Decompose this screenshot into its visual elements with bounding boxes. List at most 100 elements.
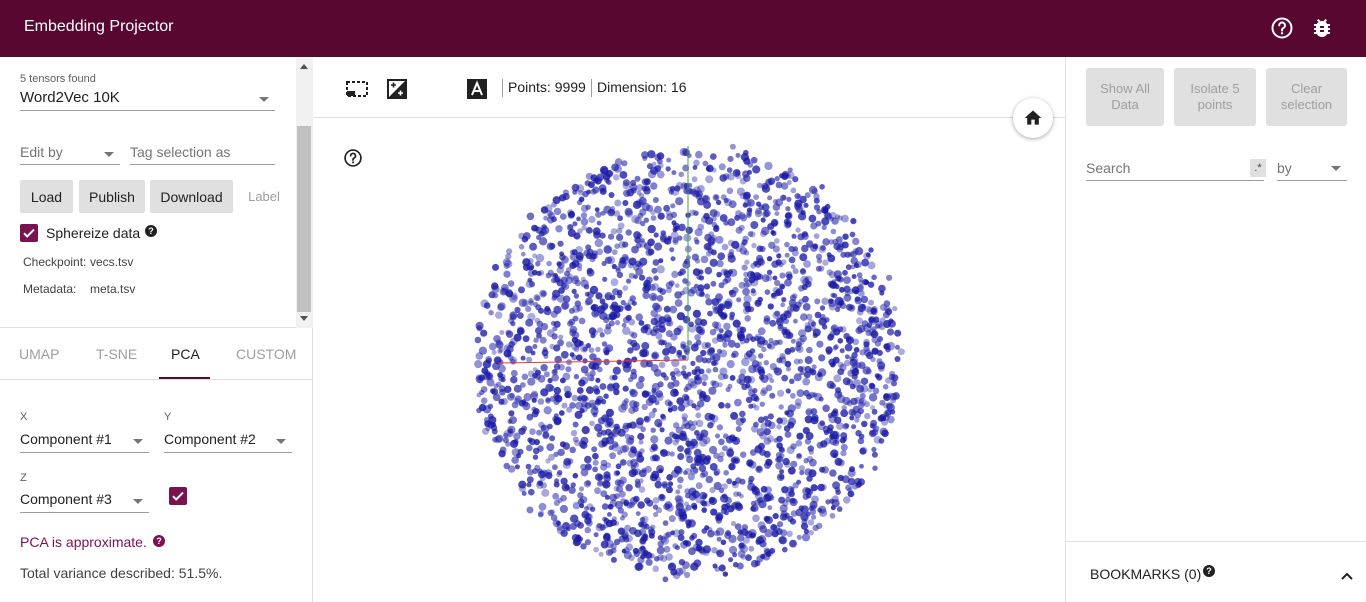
scatter-point[interactable] (757, 416, 765, 424)
scatter-point[interactable] (634, 216, 642, 225)
scatter-point[interactable] (531, 397, 537, 403)
scatter-point[interactable] (556, 279, 564, 287)
scatter-point[interactable] (487, 403, 494, 409)
scatter-point[interactable] (792, 482, 799, 489)
scatter-point[interactable] (492, 362, 500, 371)
scatter-point[interactable] (560, 350, 569, 359)
scatter-point[interactable] (591, 303, 599, 312)
scatter-point[interactable] (538, 270, 545, 276)
scatter-point[interactable] (528, 297, 534, 304)
scatter-point[interactable] (675, 426, 683, 434)
scatter-point[interactable] (667, 481, 674, 487)
scatter-point[interactable] (674, 283, 680, 288)
scatter-point[interactable] (502, 258, 511, 267)
scatter-point[interactable] (585, 297, 593, 305)
scatter-point[interactable] (597, 417, 606, 425)
scatter-point[interactable] (568, 318, 576, 326)
scatter-point[interactable] (685, 504, 692, 511)
scatter-point[interactable] (699, 391, 707, 399)
scatter-point[interactable] (727, 339, 736, 348)
scatter-point[interactable] (586, 268, 595, 277)
scatter-point[interactable] (594, 238, 603, 248)
scatter-point[interactable] (735, 417, 745, 426)
scatter-point[interactable] (560, 529, 568, 537)
scatter-point[interactable] (786, 409, 794, 418)
scatter-point[interactable] (534, 295, 541, 302)
scatter-point[interactable] (648, 411, 656, 419)
scatter-point[interactable] (814, 298, 821, 305)
scatter-point[interactable] (675, 502, 684, 511)
scatter-point[interactable] (726, 172, 735, 181)
scatter-point[interactable] (650, 215, 657, 221)
scatter-point[interactable] (720, 539, 727, 546)
scatter-point[interactable] (585, 204, 591, 210)
scatter-point[interactable] (714, 530, 720, 537)
scatter-point[interactable] (700, 349, 707, 357)
scatter-point[interactable] (540, 424, 550, 433)
scatter-point[interactable] (777, 339, 783, 345)
scatter-point[interactable] (675, 498, 684, 507)
scatter-point[interactable] (820, 245, 826, 251)
scatter-point[interactable] (505, 253, 512, 260)
scatter-point[interactable] (734, 214, 741, 221)
scatter-point[interactable] (864, 401, 870, 408)
scatter-point[interactable] (784, 252, 790, 258)
scatter-point[interactable] (687, 289, 695, 297)
scatter-point[interactable] (628, 257, 637, 266)
scatter-point[interactable] (629, 445, 636, 452)
scatter-point[interactable] (658, 339, 665, 346)
scatter-point[interactable] (623, 501, 629, 507)
scatter-point[interactable] (652, 325, 659, 332)
scatter-point[interactable] (593, 388, 601, 395)
download-button[interactable]: Download (150, 180, 233, 213)
scatter-point[interactable] (553, 207, 562, 216)
scatter-point[interactable] (658, 258, 664, 264)
scatter-point[interactable] (849, 358, 858, 367)
scatter-point[interactable] (751, 403, 757, 409)
scatter-point[interactable] (853, 262, 860, 268)
scatter-point[interactable] (493, 383, 499, 389)
scatter-point[interactable] (532, 344, 538, 349)
scatter-point[interactable] (726, 187, 734, 195)
scatter-point[interactable] (698, 269, 704, 275)
search-input[interactable]: Search (1086, 157, 1264, 181)
scatter-point[interactable] (698, 436, 704, 441)
scatter-point[interactable] (497, 303, 505, 311)
scatter-point[interactable] (680, 370, 687, 376)
scatter-point[interactable] (806, 393, 813, 400)
scatter-point[interactable] (757, 497, 763, 504)
scatter-point[interactable] (671, 358, 680, 368)
scatter-point[interactable] (632, 448, 638, 454)
scatter-point[interactable] (819, 305, 826, 311)
scatter-point[interactable] (482, 360, 492, 369)
scatter-point[interactable] (586, 386, 594, 394)
scatter-point[interactable] (716, 334, 724, 343)
scatter-point[interactable] (798, 358, 804, 364)
scatter-point[interactable] (843, 496, 851, 504)
scatter-point[interactable] (597, 474, 604, 481)
scatter-point[interactable] (799, 253, 808, 262)
scatter-point[interactable] (769, 547, 776, 554)
scatter-point[interactable] (716, 298, 722, 303)
scatter-point[interactable] (579, 408, 585, 414)
scatter-point[interactable] (750, 506, 756, 512)
scatter-point[interactable] (832, 345, 838, 351)
scatter-point[interactable] (735, 173, 742, 180)
scatter-point[interactable] (709, 329, 717, 336)
scatter-point[interactable] (571, 288, 577, 294)
scatter-point[interactable] (540, 206, 549, 214)
scatter-point[interactable] (476, 325, 483, 332)
scatter-point[interactable] (664, 501, 673, 509)
scatter-point[interactable] (610, 519, 617, 526)
scatter-point[interactable] (694, 317, 703, 326)
scatter-point[interactable] (871, 446, 877, 453)
scatter-point[interactable] (547, 211, 556, 220)
scatter-point[interactable] (532, 253, 538, 259)
scatter-point[interactable] (705, 475, 714, 484)
scatter-point[interactable] (768, 337, 774, 343)
scatter-point[interactable] (584, 539, 591, 546)
scatter-point[interactable] (536, 429, 543, 436)
scatter-point[interactable] (525, 463, 532, 470)
scatter-point[interactable] (709, 487, 716, 494)
scatter-point[interactable] (617, 222, 625, 230)
